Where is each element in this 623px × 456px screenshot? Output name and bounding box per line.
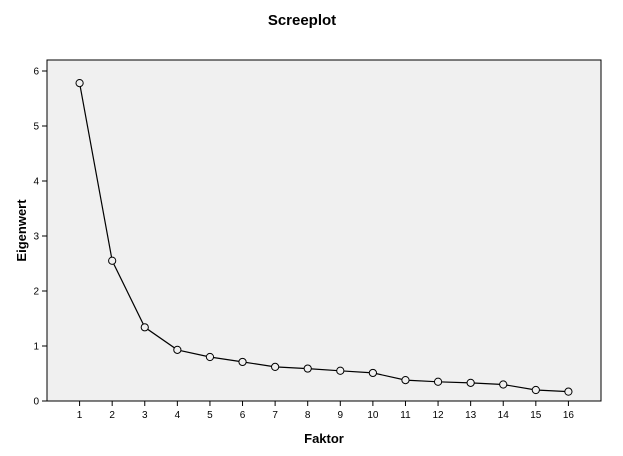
x-tick-label: 1 [77,410,83,421]
data-point [108,256,117,265]
data-point [238,357,247,367]
x-tick-label: 9 [338,410,344,421]
x-tick-label: 3 [142,410,148,421]
y-tick-label: 2 [33,287,39,298]
series-line [79,82,569,393]
x-tick-label: 5 [207,410,213,421]
y-axis-label: Eigenwert [14,199,29,262]
plot-area [46,59,602,402]
x-tick-label: 14 [498,410,510,421]
data-point [564,387,573,396]
y-tick-label: 4 [33,177,39,188]
x-tick-label: 7 [272,410,278,421]
y-tick-label: 3 [33,232,39,243]
x-tick-label: 12 [432,410,444,421]
data-point [140,323,149,332]
y-tick-label: 5 [33,122,39,133]
data-point [433,377,443,386]
x-tick-label: 6 [240,410,246,421]
x-tick-label: 13 [465,410,477,421]
data-point [368,368,377,378]
x-tick-label: 4 [175,410,181,421]
y-tick-label: 0 [33,397,39,408]
data-point [401,376,410,385]
data-point [173,345,182,354]
data-point [205,352,215,362]
x-tick-label: 8 [305,410,311,421]
x-tick-label: 11 [400,410,411,421]
data-point [531,385,540,395]
x-tick-label: 16 [563,410,575,421]
x-tick-label: 10 [367,410,379,421]
data-point [75,79,84,88]
data-points [75,79,573,396]
x-tick-label: 2 [109,410,115,421]
data-point [336,366,345,375]
data-point [303,364,312,373]
x-axis-label: Faktor [304,431,344,446]
y-axis: 0 1 2 3 4 5 6 [33,67,47,408]
data-point [466,378,475,387]
data-point [271,362,280,371]
y-tick-label: 6 [33,67,39,78]
chart-title: Screeplot [268,12,336,29]
y-tick-label: 1 [33,342,39,353]
data-point [499,380,508,389]
x-axis: 1 2 3 4 5 6 7 8 9 10 11 12 13 14 15 16 [77,401,575,421]
x-tick-label: 15 [530,410,542,421]
